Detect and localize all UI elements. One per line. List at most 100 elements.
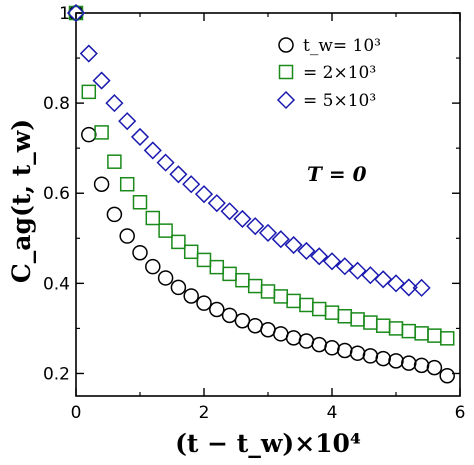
data-point xyxy=(235,272,250,288)
annotation-text: T = 0 xyxy=(307,162,367,186)
data-point xyxy=(285,330,302,346)
data-point xyxy=(361,266,380,285)
data-point xyxy=(93,176,110,192)
data-point xyxy=(247,317,263,334)
legend-marker xyxy=(276,90,296,110)
data-point xyxy=(439,367,455,384)
data-point xyxy=(335,257,354,276)
data-point xyxy=(94,125,109,140)
data-point xyxy=(182,175,201,194)
data-point xyxy=(119,228,135,244)
data-point xyxy=(158,223,173,238)
y-tick-label: 0.8 xyxy=(43,94,70,114)
legend-marker xyxy=(278,64,294,80)
data-point xyxy=(388,321,404,336)
legend-label: t_w= 10³ xyxy=(303,36,381,56)
legend: t_w= 10³ = 2×10³ = 5×10³ xyxy=(276,36,381,111)
data-point xyxy=(348,261,367,280)
data-point xyxy=(439,331,455,346)
data-point xyxy=(118,112,137,131)
data-point xyxy=(79,44,98,63)
y-axis-label: C_ag(t, t_w) xyxy=(7,119,36,283)
data-point xyxy=(298,333,315,349)
y-tick-label: 0.4 xyxy=(43,274,70,294)
ticks-group: 0 2 4 6 0.2 0.4 0.6 0.8 1 xyxy=(43,4,465,423)
data-point xyxy=(413,357,430,374)
data-point xyxy=(363,315,378,330)
data-point xyxy=(299,297,314,313)
data-point xyxy=(157,270,174,286)
data-point xyxy=(222,266,237,282)
data-point xyxy=(350,312,365,327)
data-point xyxy=(324,340,340,356)
legend-label: = 2×10³ xyxy=(303,63,376,83)
data-point xyxy=(209,301,225,318)
series-square xyxy=(68,5,455,346)
x-tick-label: 6 xyxy=(455,403,466,423)
data-point xyxy=(196,252,212,268)
data-point xyxy=(414,326,429,341)
x-axis-label: (t − t_w)×10⁴ xyxy=(175,429,361,458)
data-point xyxy=(92,71,111,90)
data-point xyxy=(105,94,124,113)
data-point xyxy=(260,284,276,299)
data-point xyxy=(221,307,238,324)
data-point xyxy=(183,288,199,304)
data-point xyxy=(311,301,327,317)
data-point xyxy=(374,270,393,289)
series-diamond xyxy=(66,3,431,297)
data-point xyxy=(81,126,97,143)
data-point xyxy=(399,278,418,297)
data-point xyxy=(196,295,212,311)
legend-label: = 5×10³ xyxy=(303,91,376,111)
data-point xyxy=(412,278,431,297)
data-point xyxy=(284,235,303,255)
annotation-label: T = 0 xyxy=(307,162,367,186)
data-point xyxy=(271,230,290,249)
data-point xyxy=(207,194,226,213)
data-point xyxy=(106,206,123,223)
data-point xyxy=(375,350,391,367)
data-point xyxy=(426,359,443,376)
data-point xyxy=(246,217,265,236)
data-point xyxy=(273,289,289,304)
data-point xyxy=(337,342,353,359)
data-point xyxy=(247,278,263,294)
data-point xyxy=(132,194,148,210)
data-point xyxy=(349,345,366,361)
data-point xyxy=(183,244,199,260)
data-point xyxy=(337,308,353,324)
data-point xyxy=(156,153,175,172)
data-point xyxy=(258,223,278,242)
data-point xyxy=(68,5,84,21)
data-point xyxy=(310,247,329,266)
legend-entry: t_w= 10³ xyxy=(278,36,381,56)
data-point xyxy=(145,258,161,275)
data-point xyxy=(286,293,301,309)
data-point xyxy=(66,3,86,23)
x-tick-label: 4 xyxy=(327,403,338,423)
data-point xyxy=(401,355,417,371)
data-point xyxy=(311,336,327,353)
data-point xyxy=(171,234,186,250)
data-point xyxy=(260,322,276,338)
x-tick-label: 0 xyxy=(71,403,82,423)
data-point xyxy=(273,326,289,342)
data-point xyxy=(401,323,417,339)
data-point xyxy=(209,259,225,275)
data-point xyxy=(81,84,97,100)
data-point xyxy=(119,176,135,192)
legend-entry: = 2×10³ xyxy=(278,63,376,83)
data-point xyxy=(143,141,162,160)
data-point xyxy=(362,348,379,364)
data-point xyxy=(132,244,148,261)
data-point xyxy=(169,165,188,184)
data-point xyxy=(220,202,239,221)
data-point xyxy=(234,313,251,329)
data-point xyxy=(297,241,316,260)
data-point xyxy=(145,210,161,226)
points-group xyxy=(66,3,455,384)
data-point xyxy=(322,252,342,271)
series-circle xyxy=(68,5,455,384)
